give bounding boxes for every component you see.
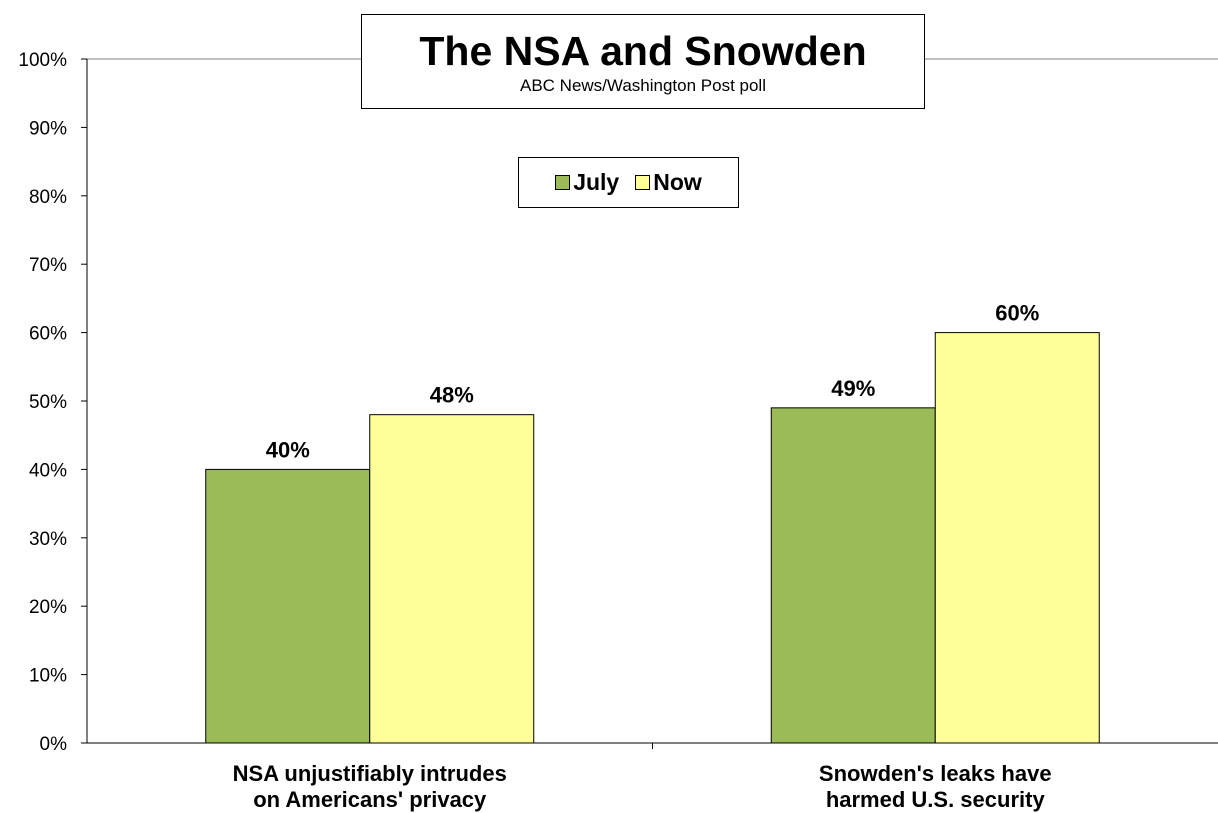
y-tick-label: 10% bbox=[29, 666, 67, 687]
data-label: 49% bbox=[831, 376, 875, 401]
x-category-label: Snowden's leaks have bbox=[819, 761, 1052, 786]
data-label: 40% bbox=[266, 437, 310, 462]
y-tick-label: 80% bbox=[29, 187, 67, 208]
x-category-label: NSA unjustifiably intrudes bbox=[233, 761, 507, 786]
legend-swatch-july bbox=[555, 175, 571, 190]
chart-title: The NSA and Snowden bbox=[419, 28, 867, 74]
bars bbox=[205, 332, 1100, 744]
y-tick-label: 50% bbox=[29, 392, 67, 413]
y-tick-label: 100% bbox=[18, 50, 67, 71]
y-tick-label: 20% bbox=[29, 597, 67, 618]
axes: 0% 10% 20% 30% 40% 50% 60% 70% 80% 90% 100% NSA unj… bbox=[18, 50, 1218, 812]
bar-july bbox=[205, 468, 371, 744]
legend: July Now bbox=[518, 157, 739, 208]
legend-label-july: July bbox=[573, 169, 620, 195]
legend-label-now: Now bbox=[653, 169, 702, 195]
bar-now bbox=[369, 414, 535, 744]
y-tick-label: 90% bbox=[29, 118, 67, 139]
y-tick-label: 30% bbox=[29, 529, 67, 550]
x-category-label: on Americans' privacy bbox=[253, 787, 487, 812]
y-tick-label: 60% bbox=[29, 324, 67, 345]
y-tick-label: 40% bbox=[29, 460, 67, 481]
y-tick-label: 70% bbox=[29, 255, 67, 276]
bar-now bbox=[934, 332, 1100, 744]
data-label: 48% bbox=[430, 383, 474, 408]
x-category-label: harmed U.S. security bbox=[826, 787, 1046, 812]
chart-title-box: The NSA and Snowden ABC News/Washington … bbox=[361, 14, 925, 109]
bar-july bbox=[770, 407, 936, 744]
chart-subtitle: ABC News/Washington Post poll bbox=[520, 76, 766, 95]
legend-swatch-now bbox=[635, 175, 651, 190]
data-labels: 40% 48% 49% 60% bbox=[266, 301, 1040, 463]
legend-item-now: Now bbox=[635, 169, 702, 196]
y-tick-label: 0% bbox=[40, 734, 68, 755]
data-label: 60% bbox=[995, 301, 1039, 326]
legend-item-july: July bbox=[555, 169, 619, 196]
